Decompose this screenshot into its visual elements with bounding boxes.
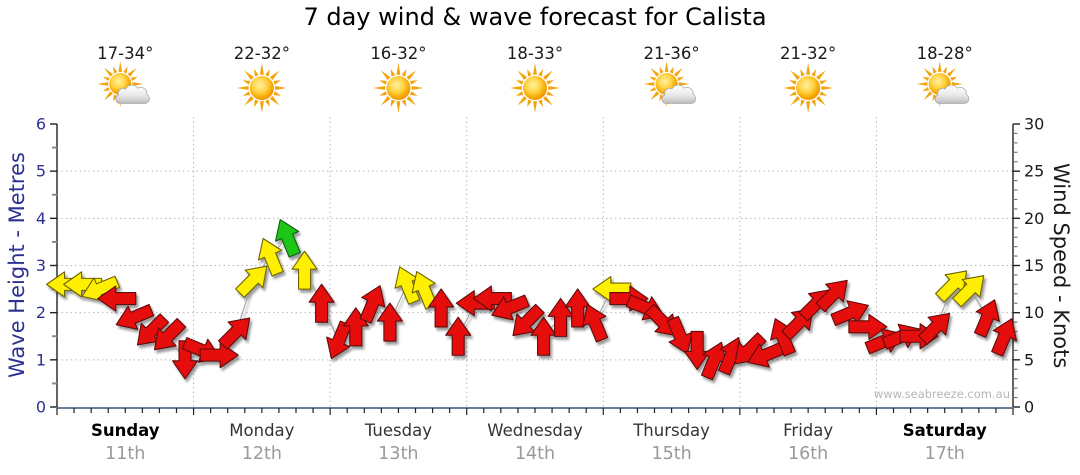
sun-icon [510,63,560,113]
day-name-label: Wednesday [487,421,583,440]
right-tick-label: 25 [1024,162,1044,181]
wind-arrow [974,299,1000,338]
sun-cloud-icon [643,61,696,107]
right-tick-label: 10 [1024,303,1044,322]
wind-arrow [700,341,727,381]
left-tick-label: 5 [36,162,46,181]
temp-range: 21-36° [643,44,699,63]
wind-arrow [644,303,678,337]
temp-range: 21-32° [780,44,836,63]
wind-arrow [115,304,155,330]
right-tick-label: 5 [1024,350,1034,369]
wind-arrow [199,342,239,369]
day-name-label: Tuesday [364,421,432,440]
left-tick-label: 1 [36,350,46,369]
wind-arrow [666,315,693,355]
wind-arrow [815,279,848,313]
wind-arrow [274,219,301,258]
day-date-label: 11th [105,444,145,464]
wind-arrow [445,316,472,356]
wind-arrow [582,303,609,343]
right-axis-title: Wind Speed - Knots [1049,162,1073,369]
day-date-label: 17th [925,444,965,464]
wind-arrow [472,285,512,312]
right-tick-label: 20 [1024,209,1044,228]
watermark-text: www.seabreeze.com.au [873,387,1010,401]
temp-range: 16-32° [370,44,426,63]
left-tick-label: 2 [36,303,46,322]
wind-arrow [394,266,421,305]
wind-arrow [530,316,557,356]
temp-range: 18-33° [507,44,563,63]
wind-arrow [491,294,530,321]
sun-cloud-icon [916,61,970,107]
wind-arrow [747,341,786,368]
day-date-label: 15th [651,444,691,464]
sun-icon [236,63,287,113]
wind-arrow [848,313,888,340]
left-tick-label: 6 [36,115,46,134]
wind-arrow [428,288,455,328]
day-name-label: Monday [229,421,294,440]
left-tick-label: 0 [36,398,46,417]
wind-arrow [326,320,353,360]
wind-arrow [952,275,985,308]
wind-arrow [684,330,711,370]
wind-arrow [917,312,951,346]
day-date-label: 16th [788,444,828,464]
day-date-label: 14th [515,444,555,464]
left-tick-label: 4 [36,209,46,228]
wind-arrow [308,283,335,323]
chart-title: 7 day wind & wave forecast for Calista [303,3,767,31]
temp-range: 17-34° [97,44,153,63]
day-date-label: 12th [242,444,282,464]
day-name-label: Sunday [91,421,160,440]
day-name-label: Friday [783,421,833,440]
sun-cloud-icon [97,61,150,107]
wind-arrow [97,285,137,312]
wind-arrow [359,285,386,324]
wind-arrow [235,265,268,298]
wind-arrow [218,317,251,350]
wind-arrow [63,271,103,298]
temp-range: 18-28° [917,44,973,63]
wind-arrow [291,250,318,290]
wind-arrow-series [45,219,1017,381]
wind-arrow [257,237,284,277]
wind-arrow [153,318,187,351]
right-tick-label: 0 [1024,398,1034,417]
wind-arrow [830,300,869,327]
day-date-label: 13th [378,444,418,464]
day-name-label: Thursday [632,421,710,440]
wind-arrow [991,318,1017,357]
sun-icon [783,63,834,113]
wind-arrow [376,302,403,342]
wind-arrow [136,313,170,346]
temp-range: 22-32° [234,44,290,63]
right-tick-label: 30 [1024,115,1044,134]
wind-arrow [512,303,545,337]
day-name-label: Saturday [903,421,987,440]
right-tick-label: 15 [1024,256,1044,275]
wind-arrow [171,340,199,380]
sun-icon [373,63,424,113]
left-tick-label: 3 [36,256,46,275]
